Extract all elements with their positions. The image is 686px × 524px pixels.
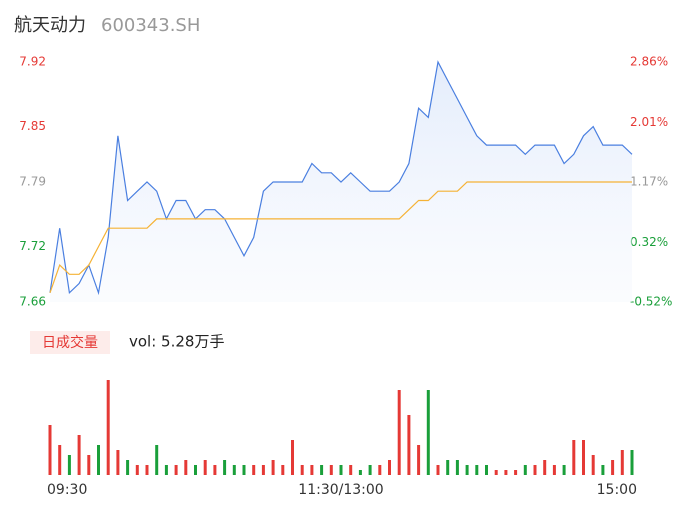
volume-legend: 日成交量 <box>42 334 98 351</box>
y-tick-label: 7.85 <box>19 119 46 133</box>
y-tick-label: 7.66 <box>19 295 46 309</box>
x-tick-label: 15:00 <box>597 482 637 498</box>
volume-bar <box>116 450 120 475</box>
volume-bar <box>329 465 333 475</box>
volume-bar <box>223 460 227 475</box>
volume-bar <box>562 465 566 475</box>
volume-bar <box>87 455 91 475</box>
stock-code: 600343.SH <box>101 15 200 36</box>
volume-bar <box>145 465 149 475</box>
volume-bar <box>465 465 469 475</box>
volume-bar <box>630 450 634 475</box>
volume-bar <box>106 380 110 475</box>
volume-summary: vol: 5.28万手 <box>129 333 224 351</box>
volume-bar <box>213 465 217 475</box>
volume-bar <box>388 460 391 475</box>
volume-bar <box>126 460 130 475</box>
volume-bar <box>620 450 624 475</box>
volume-bar <box>504 470 508 475</box>
volume-bar <box>514 470 518 475</box>
volume-bar <box>242 465 246 475</box>
volume-bar <box>436 465 440 475</box>
volume-bar <box>232 465 236 475</box>
y2-tick-label: -0.52% <box>630 295 672 309</box>
volume-bar <box>417 445 421 475</box>
y-tick-label: 7.92 <box>19 55 46 69</box>
volume-bar <box>523 465 527 475</box>
y2-tick-label: 2.01% <box>630 115 668 129</box>
volume-bar <box>446 460 450 475</box>
avg-line <box>49 181 632 293</box>
volume-bar <box>300 465 304 475</box>
volume-bar <box>194 465 197 475</box>
legend-box <box>30 331 110 354</box>
volume-bar <box>601 465 605 475</box>
volume-bar <box>582 440 585 475</box>
volume-bar <box>320 465 324 475</box>
volume-bar <box>426 390 430 475</box>
volume-bar <box>203 460 207 475</box>
volume-bar <box>291 440 294 475</box>
volume-bar <box>58 445 62 475</box>
volume-bar <box>310 465 314 475</box>
volume-bar <box>135 465 139 475</box>
volume-bar <box>164 465 168 475</box>
volume-bar <box>252 465 256 475</box>
volume-bar <box>271 460 275 475</box>
y2-tick-label: 1.17% <box>630 175 668 189</box>
volume-bar <box>48 425 52 475</box>
volume-bar <box>349 465 353 475</box>
volume-bar <box>281 465 285 475</box>
volume-bar <box>611 460 615 475</box>
volume-bar <box>455 460 459 475</box>
volume-bar <box>174 465 178 475</box>
price-line <box>49 60 633 296</box>
volume-bar <box>485 465 488 475</box>
volume-bar <box>67 455 71 475</box>
y-tick-label: 7.72 <box>19 239 46 253</box>
volume-bar <box>543 460 547 475</box>
x-tick-label: 09:30 <box>47 482 87 498</box>
volume-bar <box>552 465 556 475</box>
y-tick-label: 7.79 <box>19 175 46 189</box>
volume-bar <box>494 470 498 475</box>
volume-bar <box>572 440 576 475</box>
volume-bar <box>533 465 537 475</box>
volume-bar <box>378 465 382 475</box>
volume-bar <box>475 465 479 475</box>
stock-name: 航天动力 <box>14 15 86 36</box>
volume-bar <box>591 455 595 475</box>
x-tick-label: 11:30/13:00 <box>298 482 383 498</box>
y2-tick-label: 0.32% <box>630 235 668 249</box>
volume-bar <box>407 415 411 475</box>
volume-bar <box>358 470 362 475</box>
volume-bar <box>97 445 100 475</box>
y2-tick-label: 2.86% <box>630 55 668 69</box>
volume-bar <box>339 465 343 475</box>
volume-bar <box>261 465 265 475</box>
volume-bar <box>184 460 188 475</box>
volume-bar <box>77 435 81 475</box>
volume-bar <box>368 465 372 475</box>
volume-bar <box>397 390 401 475</box>
volume-bar <box>155 445 159 475</box>
